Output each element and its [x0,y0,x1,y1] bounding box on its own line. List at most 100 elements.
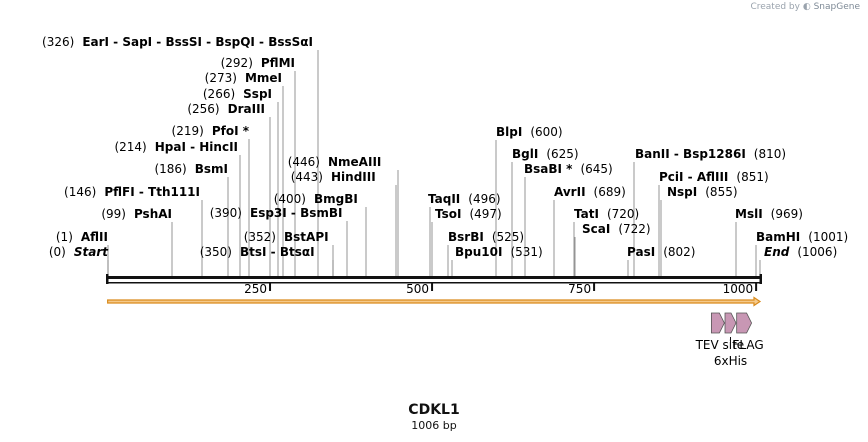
cut-position: (722) [618,222,650,236]
tick-label: 1000 [723,282,754,296]
enzyme-site[interactable]: MmeI (273) [205,71,282,85]
enzyme-names[interactable]: End [764,245,790,259]
enzyme-names[interactable]: BglI [512,147,538,161]
enzyme-site[interactable]: (525) BsrBI [448,230,524,244]
enzyme-site[interactable]: (1001) BamHI [756,230,848,244]
cut-position: (256) [187,102,219,116]
cut-position: (689) [594,185,626,199]
enzyme-names[interactable]: DraIII [228,102,265,116]
enzyme-site[interactable]: (851) PciI - AflIII [659,170,769,184]
cut-position: (99) [101,207,126,221]
enzyme-names[interactable]: PshAI [134,207,172,221]
enzyme-names[interactable]: BmgBI [314,192,358,206]
enzyme-names[interactable]: BsrBI [448,230,484,244]
enzyme-names[interactable]: BtsI - BtsαI [240,245,315,259]
enzyme-site[interactable]: (390) Esp3I - BsmBI [210,206,343,220]
enzyme-site[interactable]: (497) TsoI [435,207,502,221]
cut-position: (273) [205,71,237,85]
snapgene-logo-icon: ◐ [802,2,811,12]
enzyme-names[interactable]: ScaI [582,222,610,236]
enzyme-names[interactable]: PflFI - Tth111I [104,185,200,199]
enzyme-site[interactable]: (689) AvrII [554,185,626,199]
construct-length: 1006 bp [411,419,457,432]
backbone-top-strand [106,276,762,279]
enzyme-site[interactable]: DraIII (256) [187,102,265,116]
feature-arrows: TEV site 6xHis FLAG [695,312,764,368]
enzyme-names[interactable]: BamHI [756,230,800,244]
enzyme-names[interactable]: TaqII [428,192,460,206]
feature-label[interactable]: TEV site [695,338,745,352]
enzyme-site[interactable]: EarI - SapI - BssSI - BspQI - BssSαI (326… [42,35,313,49]
enzyme-names[interactable]: MslI [735,207,763,221]
enzyme-site[interactable]: (645) BsaBI * [524,162,613,176]
cut-position: (443) [291,170,323,184]
enzyme-site[interactable]: (720) TatI [574,207,639,221]
enzyme-site[interactable]: (350) BtsI - BtsαI [200,245,315,259]
enzyme-names[interactable]: NmeAIII [328,155,381,169]
cut-position: (810) [754,147,786,161]
enzyme-names[interactable]: SspI [243,87,272,101]
enzyme-names[interactable]: AflII [81,230,108,244]
enzyme-site[interactable]: (446) NmeAIII [288,155,382,169]
enzyme-names[interactable]: PfoI * [212,124,250,138]
enzyme-site[interactable]: (802) PasI [627,245,695,259]
cut-position: (531) [510,245,542,259]
enzyme-names[interactable]: NspI [667,185,697,199]
cut-position: (1) [56,230,73,244]
feature-arrow-flag[interactable] [736,312,753,334]
enzyme-site[interactable]: (400) BmgBI [274,192,358,206]
cut-position: (214) [114,140,146,154]
enzyme-names[interactable]: MmeI [245,71,282,85]
enzyme-names[interactable]: TsoI [435,207,461,221]
enzyme-site[interactable]: PshAI (99) [101,207,172,221]
enzyme-names[interactable]: HindIII [331,170,376,184]
feature-arrow-tev-site[interactable] [710,312,725,334]
enzyme-names[interactable]: Esp3I - BsmBI [250,206,342,220]
enzyme-site[interactable]: Start (0) [49,245,109,259]
enzyme-site[interactable]: (1006) End [764,245,837,259]
enzyme-names[interactable]: BsmI [195,162,228,176]
enzyme-names[interactable]: BlpI [496,125,522,139]
enzyme-site[interactable]: (496) TaqII [428,192,501,206]
enzyme-site[interactable]: (625) BglI [512,147,579,161]
cut-position: (266) [203,87,235,101]
enzyme-names[interactable]: PflMI [261,56,295,70]
enzyme-site[interactable]: PfoI * (219) [172,124,250,138]
enzyme-names[interactable]: EarI - SapI - BssSI - BspQI - BssSαI [82,35,313,49]
enzyme-site[interactable]: (352) BstAPI [244,230,329,244]
cut-position: (625) [546,147,578,161]
snapgene-watermark: Created by ◐ SnapGene [750,2,860,12]
feature-label[interactable]: FLAG [733,338,764,352]
enzyme-labels[interactable]: AflII (1)Start (0) PshAI (99) PflFI - Tth111I… [42,35,848,259]
enzyme-site[interactable]: HpaI - HincII (214) [114,140,238,154]
enzyme-site[interactable]: (722) ScaI [582,222,651,236]
enzyme-site[interactable]: PflMI (292) [221,56,295,70]
enzyme-site[interactable]: (810) BanII - Bsp1286I [635,147,786,161]
cut-position: (352) [244,230,276,244]
cut-position: (326) [42,35,74,49]
enzyme-names[interactable]: BstAPI [284,230,329,244]
enzyme-names[interactable]: TatI [574,207,599,221]
enzyme-site[interactable]: (855) NspI [667,185,738,199]
cut-position: (497) [469,207,501,221]
enzyme-site[interactable]: AflII (1) [56,230,108,244]
enzyme-names[interactable]: HpaI - HincII [155,140,238,154]
ruler-ticks: 250 500 750 1000 [244,282,758,296]
enzyme-site[interactable]: (443) HindIII [291,170,376,184]
enzyme-names[interactable]: PciI - AflIII [659,170,728,184]
enzyme-names[interactable]: BsaBI * [524,162,573,176]
enzyme-site[interactable]: (531) Bpu10I [455,245,543,259]
enzyme-site[interactable]: SspI (266) [203,87,272,101]
enzyme-site[interactable]: PflFI - Tth111I (146) [64,185,200,199]
enzyme-site[interactable]: BsmI (186) [154,162,228,176]
enzyme-names[interactable]: AvrII [554,185,586,199]
orf-arrow-shape[interactable] [107,296,762,307]
enzyme-names[interactable]: BanII - Bsp1286I [635,147,746,161]
enzyme-site[interactable]: (600) BlpI [496,125,563,139]
enzyme-names[interactable]: Bpu10I [455,245,502,259]
feature-label[interactable]: 6xHis [714,354,747,368]
enzyme-site[interactable]: (969) MslI [735,207,803,221]
feature-arrow-6xhis[interactable] [724,312,737,334]
enzyme-names[interactable]: Start [74,245,109,259]
enzyme-names[interactable]: PasI [627,245,655,259]
